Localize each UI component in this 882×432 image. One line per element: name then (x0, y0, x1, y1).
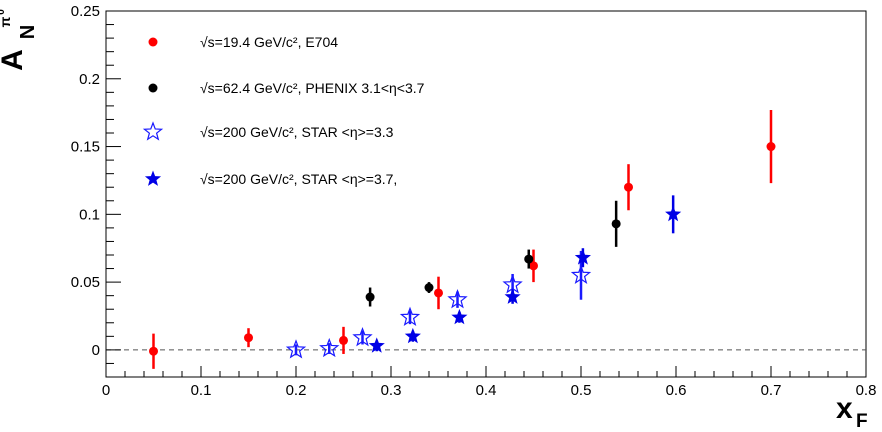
point-marker (524, 254, 534, 264)
x-tick-label: 0 (102, 382, 110, 399)
point-marker (319, 337, 340, 358)
data-point (368, 337, 385, 353)
y-axis-title: A N π 0 (0, 9, 39, 71)
x-tick-label: 0.5 (571, 382, 592, 399)
data-point (244, 328, 253, 348)
data-point (424, 282, 434, 293)
legend-marker (148, 83, 158, 93)
point-marker (434, 288, 443, 298)
legend-marker (148, 37, 158, 47)
data-point (766, 109, 776, 184)
legend-item-1: √s=19.4 GeV/c², E704 (148, 34, 338, 50)
point-marker (504, 288, 521, 304)
y-axis-title-main: A (0, 49, 29, 71)
point-marker (149, 346, 158, 356)
legend-marker (142, 121, 164, 141)
legend-label: √s=62.4 GeV/c², PHENIX 3.1<η<3.7 (200, 80, 425, 96)
point-marker (365, 292, 375, 302)
legend-label: √s=200 GeV/c², STAR <η>=3.3 (200, 124, 394, 140)
series-2 (365, 200, 621, 307)
point-marker (529, 261, 538, 271)
series-1 (149, 109, 776, 369)
data-point (504, 288, 521, 304)
data-point (149, 333, 158, 369)
x-axis-title-sub: F (856, 411, 868, 432)
y-tick-label: 0.1 (79, 206, 100, 223)
point-marker (244, 333, 253, 343)
data-point (365, 287, 375, 307)
point-marker (352, 326, 373, 347)
legend-item-4: √s=200 GeV/c², STAR <η>=3.7, (144, 170, 397, 187)
data-point (665, 195, 682, 234)
data-point (611, 200, 621, 247)
x-tick-label: 0.8 (856, 382, 877, 399)
data-point (339, 326, 348, 354)
point-marker (574, 249, 591, 265)
y-axis-title-sup: π (0, 16, 13, 27)
x-tick-label: 0.7 (761, 382, 782, 399)
point-marker (611, 219, 621, 229)
data-point (574, 248, 591, 268)
x-tick-label: 0.3 (381, 382, 402, 399)
data-point (451, 308, 468, 325)
x-axis-title-main: x (836, 392, 853, 425)
data-point (319, 337, 340, 358)
x-tick-label: 0.1 (191, 382, 212, 399)
series-4 (368, 195, 682, 353)
y-tick-label: 0.25 (71, 3, 100, 20)
x-tick-label: 0.4 (476, 382, 497, 399)
point-marker (404, 327, 421, 344)
data-point (624, 164, 633, 211)
legend-item-2: √s=62.4 GeV/c², PHENIX 3.1<η<3.7 (148, 80, 425, 96)
legend-item-3: √s=200 GeV/c², STAR <η>=3.3 (142, 121, 394, 141)
point-marker (399, 306, 421, 327)
y-tick-label: 0.15 (71, 139, 100, 156)
x-axis-title: x F (836, 392, 868, 432)
data-point (447, 289, 468, 309)
data-point (434, 276, 443, 310)
point-marker (665, 205, 682, 222)
data-point (404, 327, 421, 344)
data-point (352, 326, 373, 347)
point-marker (447, 289, 468, 309)
point-marker (570, 264, 592, 284)
y-axis-title-sub: N (17, 25, 39, 39)
point-marker (368, 337, 385, 353)
data-point (285, 339, 307, 359)
point-marker (624, 182, 633, 192)
x-tick-label: 0.2 (286, 382, 307, 399)
point-marker (424, 283, 434, 293)
data-point (529, 249, 538, 283)
data-point (524, 249, 534, 269)
y-tick-label: 0.05 (71, 274, 100, 291)
legend-label: √s=200 GeV/c², STAR <η>=3.7, (200, 171, 397, 187)
y-axis-title-sup-sup: 0 (0, 9, 7, 15)
legend-marker (144, 170, 162, 186)
point-marker (451, 308, 468, 325)
legend-label: √s=19.4 GeV/c², E704 (200, 34, 338, 50)
y-tick-label: 0 (92, 342, 100, 359)
point-marker (339, 335, 348, 345)
point-marker (285, 339, 307, 359)
data-point (399, 306, 421, 327)
y-tick-label: 0.2 (79, 71, 100, 88)
x-tick-label: 0.6 (666, 382, 687, 399)
point-marker (766, 142, 776, 152)
